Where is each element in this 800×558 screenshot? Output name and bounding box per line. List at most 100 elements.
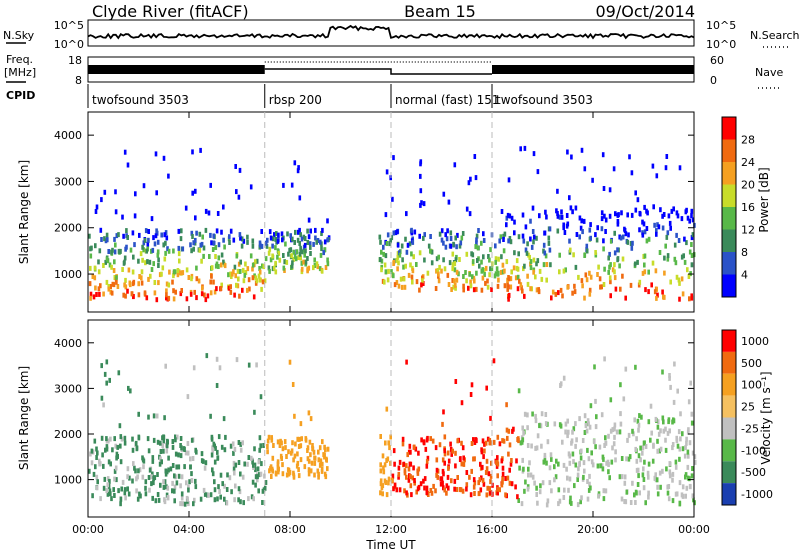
cpid-segments: twofsound 3503 rbsp 200 normal (fast) 151t… — [87, 84, 593, 108]
data-cell — [482, 267, 486, 273]
data-cell — [210, 436, 214, 442]
data-cell — [693, 459, 697, 465]
data-cell — [285, 259, 289, 265]
data-cell — [243, 461, 246, 467]
data-cell — [423, 257, 426, 263]
data-cell — [177, 473, 181, 479]
data-cell — [636, 482, 640, 487]
data-cell — [186, 394, 190, 400]
data-cell — [626, 212, 629, 218]
data-cell — [579, 499, 582, 505]
data-cell — [254, 275, 258, 281]
freq-traces — [88, 61, 694, 75]
data-cell — [307, 234, 311, 240]
data-cell — [229, 271, 232, 277]
data-cell — [222, 416, 226, 422]
data-cell — [616, 221, 620, 227]
data-cell — [619, 382, 622, 388]
data-cell — [537, 287, 540, 293]
data-cell — [619, 421, 623, 427]
data-cell — [501, 465, 505, 471]
data-cell — [298, 251, 302, 257]
data-cell — [384, 269, 388, 275]
data-cell — [581, 229, 584, 235]
data-cell — [255, 362, 258, 368]
data-cell — [607, 433, 610, 439]
colorbar-cell — [722, 274, 736, 297]
data-cell — [578, 416, 581, 422]
data-cell — [447, 465, 450, 471]
data-cell — [202, 253, 205, 259]
data-cell — [310, 460, 314, 466]
data-cell — [387, 268, 390, 274]
data-cell — [516, 494, 519, 500]
data-cell — [172, 248, 175, 254]
data-cell — [141, 257, 144, 263]
data-cell — [162, 155, 166, 161]
data-cell — [299, 232, 302, 238]
data-cell — [309, 251, 312, 256]
data-cell — [524, 479, 527, 485]
data-cell — [472, 477, 476, 483]
data-cell — [277, 469, 280, 475]
data-cell — [274, 245, 277, 251]
y-tick-label: 1000 — [54, 268, 82, 281]
data-cell — [220, 282, 223, 288]
data-cell — [600, 284, 603, 290]
data-cell — [693, 500, 696, 506]
data-cell — [137, 258, 140, 264]
data-cell — [647, 461, 651, 467]
data-cell — [432, 483, 435, 489]
data-cell — [212, 279, 215, 285]
data-cell — [597, 493, 600, 499]
data-cell — [253, 446, 256, 452]
data-cell — [393, 482, 397, 488]
data-cell — [184, 450, 188, 456]
data-cell — [123, 440, 127, 446]
data-cell — [534, 413, 537, 419]
data-cell — [250, 494, 254, 500]
data-cell — [291, 440, 294, 446]
data-cell — [494, 243, 497, 249]
data-cell — [223, 263, 227, 269]
data-cell — [668, 373, 671, 378]
data-cell — [525, 250, 529, 256]
data-cell — [105, 359, 109, 365]
data-cell — [529, 218, 532, 224]
data-cell — [324, 265, 328, 270]
data-cell — [693, 454, 697, 460]
data-cell — [442, 409, 445, 415]
data-cell — [680, 492, 684, 498]
data-cell — [102, 485, 106, 491]
data-cell — [235, 357, 239, 363]
data-cell — [150, 216, 154, 222]
data-cell — [118, 423, 122, 429]
data-cell — [264, 256, 268, 262]
data-cell — [690, 473, 694, 479]
data-cell — [626, 437, 629, 443]
data-cell — [144, 228, 148, 234]
data-cell — [630, 212, 634, 218]
data-cell — [275, 239, 278, 245]
data-cell — [616, 212, 620, 218]
data-cell — [620, 210, 623, 216]
data-cell — [656, 292, 659, 298]
data-cell — [665, 466, 668, 472]
data-cell — [543, 230, 546, 236]
data-cell — [143, 237, 147, 243]
data-cell — [451, 278, 454, 283]
data-cell — [121, 214, 124, 220]
data-cell — [415, 262, 418, 267]
data-cell — [446, 450, 450, 456]
data-cell — [485, 466, 489, 472]
data-cell — [119, 434, 123, 440]
data-cell — [112, 487, 115, 493]
data-cell — [307, 410, 311, 416]
data-cell — [202, 245, 206, 251]
data-cell — [107, 459, 111, 465]
data-cell — [239, 471, 242, 477]
noise-right-tick-top: 10^5 — [706, 19, 736, 32]
data-cell — [210, 273, 213, 279]
data-cell — [484, 470, 488, 475]
data-cell — [619, 286, 622, 292]
